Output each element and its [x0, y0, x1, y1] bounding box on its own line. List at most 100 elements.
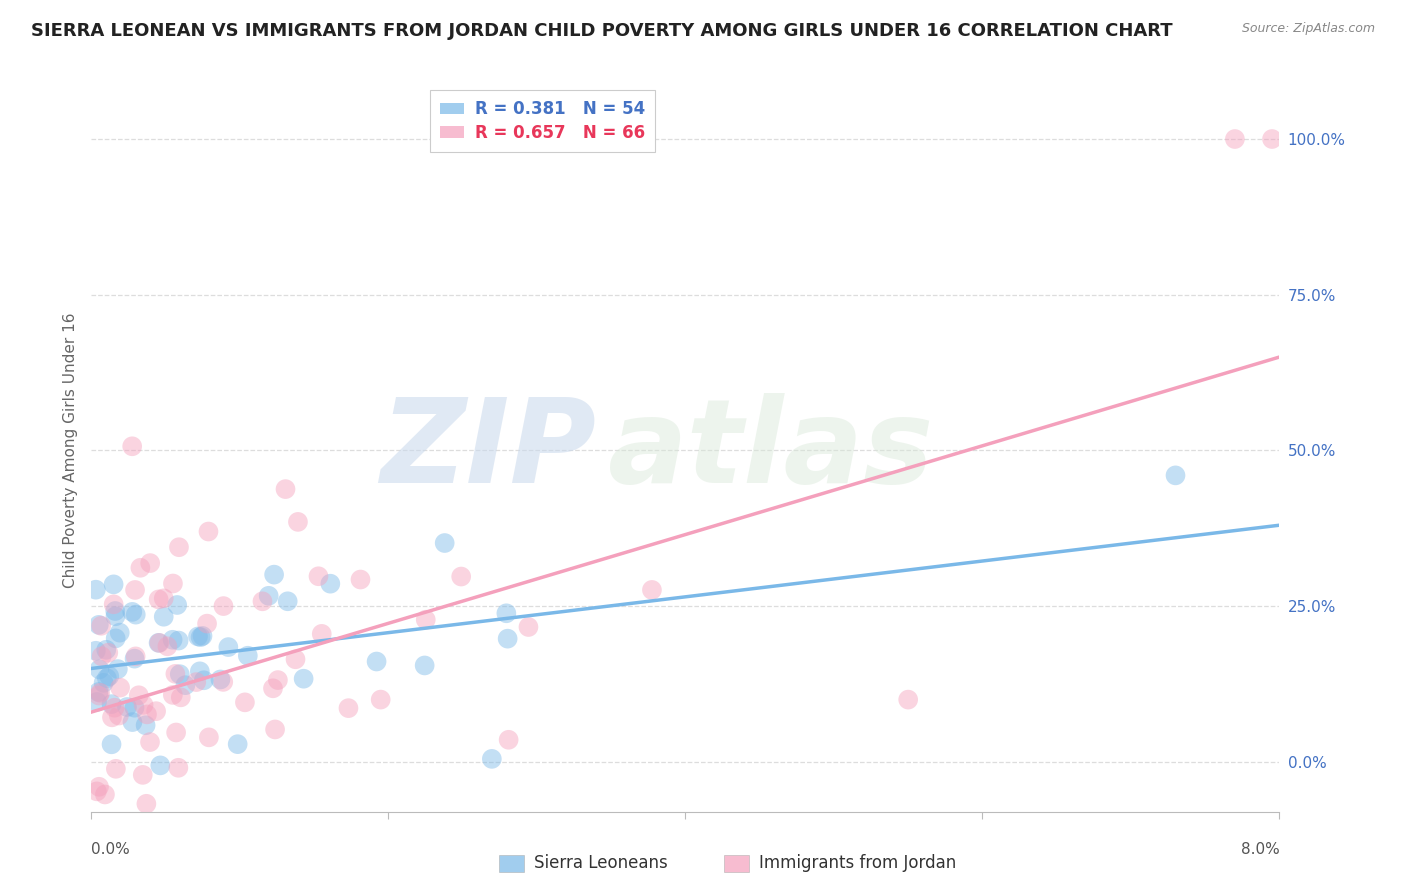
- Point: [165, 666, 187, 681]
- Point: [135, 797, 157, 811]
- Text: Source: ZipAtlas.com: Source: ZipAtlas.com: [1241, 22, 1375, 36]
- Point: [90, 619, 112, 633]
- Point: [366, 655, 388, 669]
- Point: [86, 784, 108, 798]
- Point: [337, 701, 360, 715]
- Point: [267, 673, 290, 687]
- Point: [165, 725, 187, 739]
- Point: [139, 556, 162, 570]
- Point: [96, 671, 118, 685]
- Point: [498, 732, 520, 747]
- Text: SIERRA LEONEAN VS IMMIGRANTS FROM JORDAN CHILD POVERTY AMONG GIRLS UNDER 16 CORR: SIERRA LEONEAN VS IMMIGRANTS FROM JORDAN…: [31, 22, 1173, 40]
- Point: [308, 569, 330, 583]
- Point: [370, 692, 392, 706]
- Point: [187, 630, 209, 644]
- Point: [108, 681, 131, 695]
- Point: [103, 577, 125, 591]
- Point: [87, 689, 110, 703]
- Point: [108, 708, 131, 723]
- Point: [1223, 132, 1246, 146]
- Point: [167, 540, 190, 554]
- Legend: R = 0.381   N = 54, R = 0.657   N = 66: R = 0.381 N = 54, R = 0.657 N = 66: [430, 90, 655, 153]
- Point: [217, 640, 239, 654]
- Point: [433, 536, 456, 550]
- Point: [132, 698, 155, 712]
- Point: [166, 598, 188, 612]
- Point: [93, 675, 115, 690]
- Point: [108, 625, 131, 640]
- Point: [104, 604, 127, 618]
- Point: [257, 589, 280, 603]
- Point: [195, 616, 218, 631]
- Point: [897, 692, 920, 706]
- Point: [89, 686, 111, 700]
- Point: [186, 675, 208, 690]
- Point: [284, 652, 307, 666]
- Point: [274, 482, 297, 496]
- Point: [197, 524, 219, 539]
- Point: [191, 629, 214, 643]
- Point: [94, 788, 117, 802]
- Point: [170, 690, 193, 705]
- Text: ZIP: ZIP: [380, 393, 596, 508]
- Point: [226, 737, 249, 751]
- Point: [89, 662, 111, 676]
- Point: [84, 582, 107, 597]
- Point: [198, 731, 221, 745]
- Point: [128, 688, 150, 702]
- Point: [169, 667, 191, 681]
- Point: [495, 607, 517, 621]
- Point: [252, 594, 274, 608]
- Point: [101, 867, 124, 881]
- Point: [125, 832, 148, 847]
- Point: [96, 642, 118, 657]
- Point: [132, 768, 155, 782]
- Point: [104, 700, 127, 714]
- Point: [121, 439, 143, 453]
- Point: [162, 632, 184, 647]
- Point: [311, 627, 333, 641]
- Point: [193, 673, 215, 688]
- Point: [319, 576, 342, 591]
- Point: [167, 633, 190, 648]
- Point: [115, 700, 138, 714]
- Point: [450, 569, 472, 583]
- Point: [162, 576, 184, 591]
- Point: [125, 607, 148, 622]
- Point: [139, 735, 162, 749]
- Point: [124, 651, 146, 665]
- Text: Sierra Leoneans: Sierra Leoneans: [534, 855, 668, 872]
- Point: [277, 594, 299, 608]
- Point: [149, 758, 172, 772]
- Point: [481, 752, 503, 766]
- Point: [517, 620, 540, 634]
- Point: [104, 609, 127, 624]
- Point: [98, 669, 121, 683]
- Point: [262, 681, 284, 696]
- Point: [413, 658, 436, 673]
- Point: [107, 662, 129, 676]
- Text: atlas: atlas: [609, 393, 935, 508]
- Point: [87, 685, 110, 699]
- Point: [145, 704, 167, 718]
- Point: [212, 674, 235, 689]
- Point: [104, 762, 127, 776]
- Point: [87, 618, 110, 632]
- Point: [101, 710, 124, 724]
- Point: [124, 649, 146, 664]
- Point: [496, 632, 519, 646]
- Point: [104, 632, 127, 646]
- Point: [121, 605, 143, 619]
- Point: [174, 678, 197, 692]
- Point: [100, 737, 122, 751]
- Point: [233, 695, 256, 709]
- Point: [167, 761, 190, 775]
- Point: [292, 672, 315, 686]
- Point: [136, 707, 159, 722]
- Point: [129, 561, 152, 575]
- Point: [135, 718, 157, 732]
- Point: [156, 640, 179, 654]
- Text: Immigrants from Jordan: Immigrants from Jordan: [759, 855, 956, 872]
- Point: [152, 591, 174, 606]
- Point: [236, 648, 259, 663]
